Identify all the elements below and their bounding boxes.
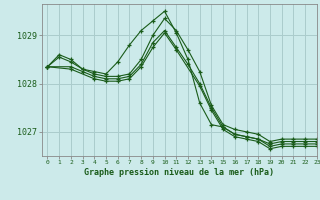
X-axis label: Graphe pression niveau de la mer (hPa): Graphe pression niveau de la mer (hPa) bbox=[84, 168, 274, 177]
